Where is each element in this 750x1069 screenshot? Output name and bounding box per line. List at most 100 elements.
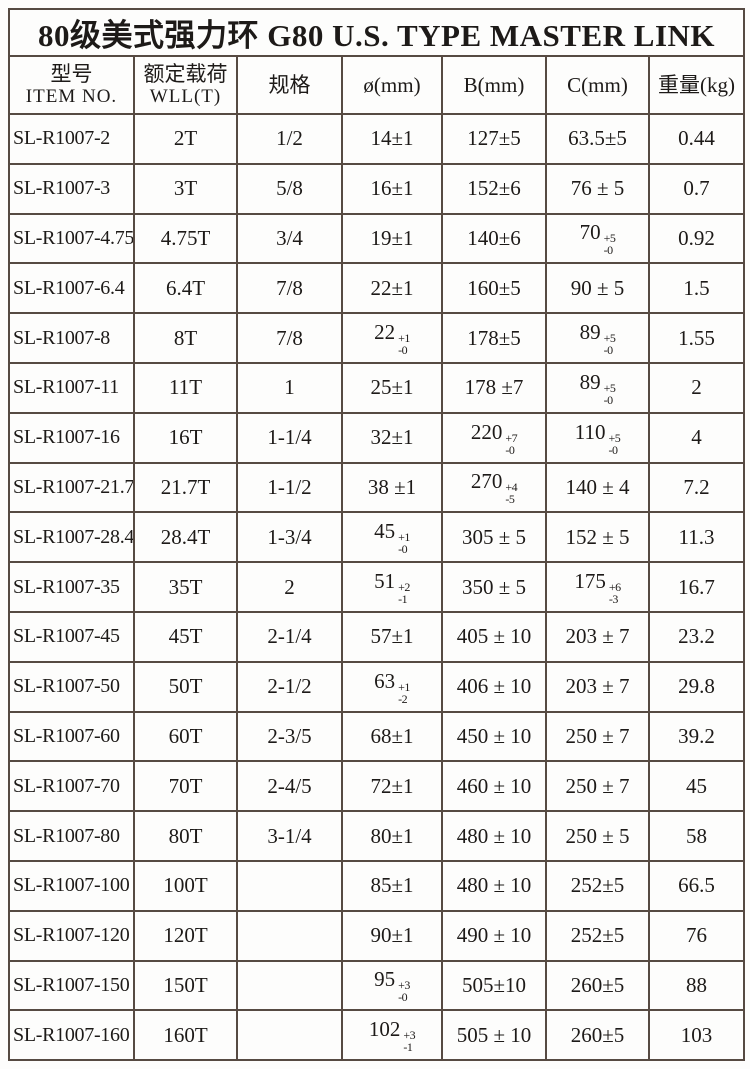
dimension-value: 45 [374,519,396,544]
diameter-cell: 72±1 [341,760,443,813]
spec-cell: 2-1/4 [236,610,343,663]
tolerance-stack: +3 -1 [403,1028,416,1055]
weight-cell: 76 [647,909,746,962]
weight-cell: 45 [647,760,746,813]
weight-cell: 16.7 [647,561,746,613]
c-dim-cell: 260±5 [545,959,650,1012]
diameter-cell: 22±1 [341,262,443,315]
c-dim-cell: 250 ± 7 [545,760,650,813]
weight-cell: 0.92 [647,212,746,265]
c-dim-cell: 110 +5 -0 [545,411,650,464]
spec-cell: 1/2 [236,113,343,165]
c-dim-cell: 175 +6 -3 [545,561,650,613]
b-dim-cell: 505±10 [441,959,547,1012]
tolerance-stack: +1 -0 [398,530,410,557]
b-dim-cell: 270 +4 -5 [441,461,547,514]
dimension-value: 110 [574,419,606,444]
wll-cell: 8T [133,312,238,364]
table-row: SL-R1007-3 3T 5/8 16±1 152±6 76 ± 5 0.7 [8,162,746,215]
weight-cell: 103 [647,1009,746,1062]
c-dim-cell: 250 ± 5 [545,810,650,862]
c-dim-cell: 90 ± 5 [545,262,650,315]
diameter-cell: 45 +1 -0 [341,511,443,564]
c-dim-cell: 250 ± 7 [545,710,650,763]
b-dim-cell: 490 ± 10 [441,909,547,962]
item-no-cell: SL-R1007-21.7 [8,461,135,514]
item-no-cell: SL-R1007-100 [8,859,135,912]
b-dim-cell: 152±6 [441,162,547,215]
wll-cell: 50T [133,660,238,713]
wll-cell: 4.75T [133,212,238,265]
item-no-cell: SL-R1007-60 [8,710,135,763]
c-dim-cell: 252±5 [545,909,650,962]
b-dim-cell: 406 ± 10 [441,660,547,713]
wll-cell: 100T [133,859,238,912]
table-row: SL-R1007-35 35T 2 51 +2 -1 350 ± 5 175 +6 -3 16.7 [8,561,746,613]
b-dim-cell: 450 ± 10 [441,710,547,763]
c-dim-cell: 63.5±5 [545,113,650,165]
header-item-no-zh: 型号 [50,62,93,86]
weight-cell: 58 [647,810,746,862]
weight-cell: 1.55 [647,312,746,364]
wll-cell: 11T [133,361,238,414]
b-dim-cell: 305 ± 5 [441,511,547,564]
b-dim-cell: 480 ± 10 [441,810,547,862]
wll-cell: 21.7T [133,461,238,514]
weight-cell: 7.2 [647,461,746,514]
table-row: SL-R1007-60 60T 2-3/5 68±1 450 ± 10 250 ± 7 39… [8,710,746,763]
tolerance-stack: +5 -0 [603,231,616,258]
c-dim-cell: 203 ± 7 [545,660,650,713]
table-title-row: 80级美式强力环 G80 U.S. TYPE MASTER LINK [7,8,746,57]
weight-cell: 11.3 [647,511,746,564]
spec-cell: 3-1/4 [236,810,343,862]
table-row: SL-R1007-8 8T 7/8 22 +1 -0 178±5 89 +5 -0 1.55 [8,312,746,364]
table-row: SL-R1007-16 16T 1-1/4 32±1 220 +7 -0 110 +5 -0 4 [8,411,746,464]
master-link-spec-table: 80级美式强力环 G80 U.S. TYPE MASTER LINK 型号 IT… [7,8,746,1062]
b-dim-cell: 140±6 [441,212,547,265]
item-no-cell: SL-R1007-160 [8,1009,135,1062]
spec-cell: 2-3/5 [236,710,343,763]
table-row: SL-R1007-11 11T 1 25±1 178 ±7 89 +5 -0 2 [8,361,746,414]
item-no-cell: SL-R1007-6.4 [8,262,135,315]
item-no-cell: SL-R1007-45 [8,610,135,663]
diameter-cell: 25±1 [341,361,443,414]
item-no-cell: SL-R1007-50 [8,660,135,713]
wll-cell: 120T [133,909,238,962]
c-dim-cell: 252±5 [545,859,650,912]
tolerance-stack: +2 -1 [398,580,410,607]
weight-cell: 1.5 [647,262,746,315]
weight-cell: 0.7 [647,162,746,215]
b-dim-cell: 178 ±7 [441,361,547,414]
b-dim-cell: 460 ± 10 [441,760,547,813]
table-row: SL-R1007-2 2T 1/2 14±1 127±5 63.5±5 0.44 [8,113,746,165]
b-dim-cell: 480 ± 10 [441,859,547,912]
table-row: SL-R1007-28.4 28.4T 1-3/4 45 +1 -0 305 ± 5 152 … [8,511,746,564]
dimension-value: 95 [374,967,396,992]
table-row: SL-R1007-70 70T 2-4/5 72±1 460 ± 10 250 ± 7 45 [8,760,746,813]
spec-cell: 7/8 [236,262,343,315]
table-row: SL-R1007-160 160T 102 +3 -1 505 ± 10 260±5 103 [8,1009,746,1062]
header-diameter: ø(mm) [341,55,443,115]
header-wll: 额定载荷 WLL(T) [133,55,238,115]
item-no-cell: SL-R1007-70 [8,760,135,813]
dimension-value: 175 [574,569,606,594]
b-dim-cell: 505 ± 10 [441,1009,547,1062]
header-c-dim: C(mm) [545,55,650,115]
weight-cell: 66.5 [647,859,746,912]
dimension-value: 22 [374,320,396,345]
table-row: SL-R1007-45 45T 2-1/4 57±1 405 ± 10 203 ± 7 23… [8,610,746,663]
spec-cell: 2 [236,561,343,613]
c-dim-cell: 89 +5 -0 [545,312,650,364]
spec-cell: 1 [236,361,343,414]
tolerance-stack: +5 -0 [603,331,616,358]
wll-cell: 70T [133,760,238,813]
weight-cell: 29.8 [647,660,746,713]
weight-cell: 23.2 [647,610,746,663]
item-no-cell: SL-R1007-11 [8,361,135,414]
diameter-cell: 63 +1 -2 [341,660,443,713]
header-item-no: 型号 ITEM NO. [8,55,135,115]
table-row: SL-R1007-21.7 21.7T 1-1/2 38 ±1 270 +4 -5 140 ±… [8,461,746,514]
tolerance-stack: +4 -5 [505,480,518,507]
table-title: 80级美式强力环 G80 U.S. TYPE MASTER LINK [7,8,746,57]
item-no-cell: SL-R1007-80 [8,810,135,862]
